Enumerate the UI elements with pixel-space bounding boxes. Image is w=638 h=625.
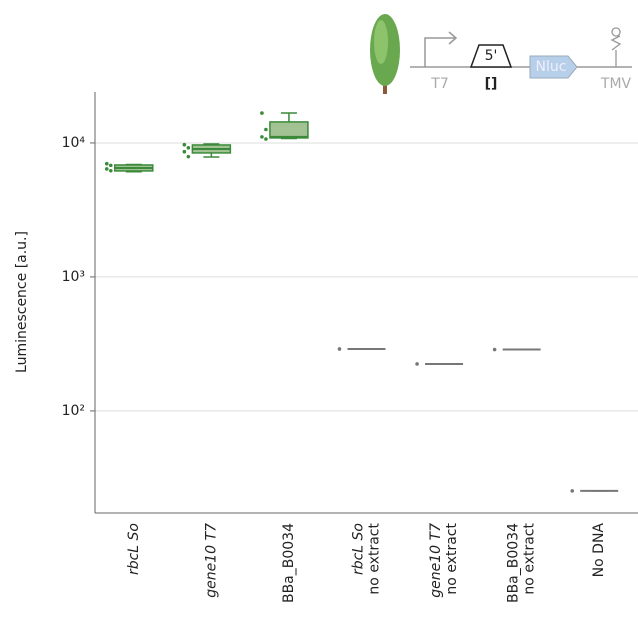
data-point [109, 164, 113, 168]
promoter-label: T7 [430, 76, 448, 92]
inset-diagram: T7 5' [] Nluc TMV [370, 14, 632, 94]
data-point [264, 128, 268, 132]
x-tick-label: no extract [522, 523, 538, 595]
data-point [260, 135, 264, 139]
x-tick-label: no extract [367, 523, 383, 595]
data-point [109, 169, 113, 173]
tree-highlight [374, 20, 388, 64]
y-tick-label: 10³ [62, 269, 85, 285]
chart: T7 5' [] Nluc TMV Luminescence [a.u.] 10… [0, 0, 638, 625]
terminator-label: TMV [600, 76, 632, 92]
terminator [612, 28, 620, 67]
data-point [493, 348, 497, 352]
data-point [415, 362, 419, 366]
y-tick-label: 10⁴ [62, 135, 86, 151]
utr-text: 5' [485, 48, 498, 64]
data-point [264, 137, 268, 141]
data-point [187, 155, 191, 159]
data-point [338, 347, 342, 351]
x-tick-label: No DNA [591, 523, 607, 578]
x-tick-label: BBa_B0034 [281, 523, 297, 603]
y-tick-label: 10² [62, 403, 85, 419]
data-point [105, 167, 109, 171]
y-axis-label: Luminescence [a.u.] [14, 231, 30, 373]
x-tick-label: rbcL So [351, 523, 367, 575]
data-point [570, 489, 574, 493]
x-tick-label: rbcL So [126, 523, 142, 575]
x-tick-label: gene10 T7 [203, 523, 219, 598]
x-tick-label: gene10 T7 [428, 523, 444, 598]
data-point [105, 162, 109, 166]
utr-label: [] [485, 76, 498, 92]
data-point [187, 146, 191, 150]
x-tick-label: no extract [444, 523, 460, 595]
gene-label: Nluc [536, 59, 567, 75]
data-point [260, 111, 264, 115]
x-tick-label: BBa_B0034 [506, 523, 522, 603]
data-point [183, 150, 187, 154]
box [270, 122, 308, 138]
data-point [183, 143, 187, 147]
